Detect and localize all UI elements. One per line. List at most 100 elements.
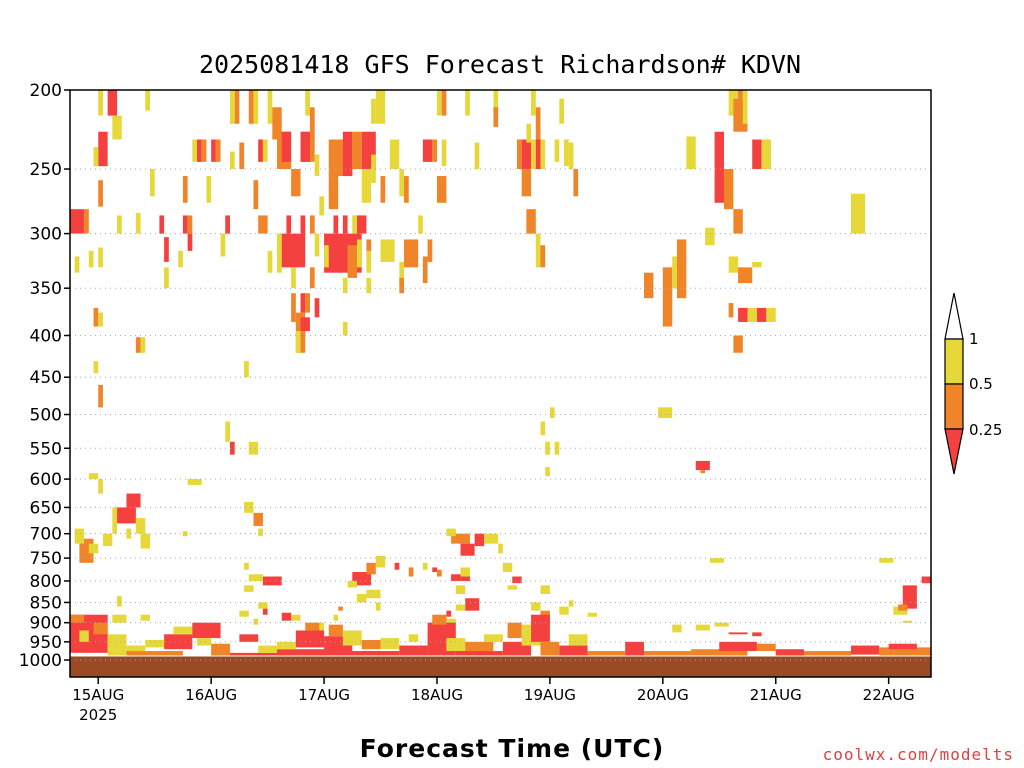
ri-cell bbox=[559, 606, 569, 615]
ri-cell bbox=[291, 293, 296, 322]
chart-title: 2025081418 GFS Forecast Richardson# KDVN bbox=[198, 50, 802, 79]
ri-cell bbox=[107, 90, 118, 116]
ri-cell bbox=[112, 614, 127, 623]
ri-cell bbox=[375, 555, 386, 568]
ri-cell bbox=[211, 139, 216, 162]
x-tick-label: 17AUG bbox=[298, 686, 350, 704]
ri-cell bbox=[507, 585, 517, 590]
ri-cell bbox=[352, 131, 362, 170]
ri-cell bbox=[309, 267, 315, 289]
ri-cell bbox=[305, 90, 310, 116]
ri-cell bbox=[803, 651, 852, 657]
ri-cell bbox=[474, 533, 485, 547]
plot-frame bbox=[69, 89, 932, 678]
x-axis: 15AUG 2025 16AUG 17AUG 18AUG 19AUG 20AUG 21AUG 2… bbox=[72, 677, 915, 724]
ri-cell bbox=[361, 639, 381, 650]
y-tick-label: 650 bbox=[30, 498, 62, 518]
ri-cell bbox=[446, 618, 456, 625]
ri-cell bbox=[408, 634, 419, 642]
ri-cell bbox=[545, 467, 550, 477]
ri-cell bbox=[752, 261, 762, 268]
ri-cell bbox=[366, 239, 372, 257]
ri-cell bbox=[164, 634, 193, 650]
ri-cell bbox=[333, 651, 400, 657]
ri-cell bbox=[281, 233, 306, 268]
ri-cell bbox=[512, 576, 522, 584]
ri-cell bbox=[526, 209, 536, 234]
ri-cell bbox=[921, 576, 931, 584]
ri-cell bbox=[112, 115, 122, 140]
y-tick-label: 700 bbox=[30, 525, 62, 545]
ri-cell bbox=[540, 421, 546, 436]
ri-cell bbox=[164, 267, 169, 289]
gridlines bbox=[70, 168, 931, 661]
ri-cell bbox=[98, 90, 103, 116]
ri-cell bbox=[747, 307, 757, 322]
ri-cell bbox=[126, 645, 146, 652]
legend-swatch-gt1 bbox=[944, 292, 964, 340]
ri-cell bbox=[644, 272, 654, 299]
ri-cell bbox=[422, 139, 433, 162]
ri-cell bbox=[366, 589, 381, 599]
x-axis-label: Forecast Time (UTC) bbox=[359, 734, 665, 763]
ri-cell bbox=[201, 139, 207, 162]
ri-cell bbox=[319, 196, 325, 216]
ri-cell bbox=[540, 139, 546, 170]
x-tick-label: 15AUG bbox=[72, 686, 124, 704]
ri-cell bbox=[277, 649, 334, 657]
ri-cell bbox=[587, 651, 626, 657]
ri-cell bbox=[498, 543, 503, 554]
ri-cell bbox=[333, 614, 339, 621]
ri-cell bbox=[644, 651, 692, 657]
ri-cell bbox=[723, 169, 734, 210]
ri-cell bbox=[295, 630, 325, 648]
ri-cell bbox=[733, 335, 743, 353]
ri-cell bbox=[277, 641, 296, 650]
ri-cell bbox=[709, 558, 724, 563]
ri-cell bbox=[74, 528, 85, 544]
ri-cell bbox=[559, 645, 588, 657]
ri-cell bbox=[554, 441, 560, 455]
ri-cell bbox=[394, 562, 400, 570]
ri-cell bbox=[540, 641, 560, 657]
ri-cell bbox=[258, 139, 263, 162]
x-tick-label: 20AUG bbox=[637, 686, 689, 704]
ri-cell bbox=[672, 256, 677, 289]
ri-cell bbox=[399, 277, 405, 294]
ri-cell bbox=[366, 250, 372, 273]
ri-cell bbox=[531, 90, 536, 116]
ri-cell bbox=[399, 169, 405, 197]
ri-cell bbox=[695, 460, 710, 471]
ri-cell bbox=[465, 641, 494, 652]
ri-cell bbox=[564, 139, 569, 167]
ri-cell bbox=[342, 277, 348, 294]
ri-cell bbox=[314, 154, 320, 177]
x-tick-label: 19AUG bbox=[524, 686, 576, 704]
ri-cell bbox=[389, 139, 400, 170]
ri-cell bbox=[465, 90, 470, 116]
ri-cell bbox=[253, 512, 263, 527]
ri-cell bbox=[531, 139, 536, 170]
ri-cell bbox=[342, 321, 348, 336]
ri-cell bbox=[187, 215, 193, 234]
ri-cell bbox=[879, 558, 894, 563]
x-tick-label: 16AUG bbox=[185, 686, 237, 704]
ri-cell bbox=[484, 634, 503, 642]
ri-cell bbox=[526, 123, 532, 143]
ri-cell bbox=[455, 651, 503, 657]
ri-cell bbox=[145, 639, 165, 648]
ri-cell bbox=[502, 562, 513, 573]
y-tick-label: 450 bbox=[30, 368, 62, 388]
x-tick-label: 18AUG bbox=[411, 686, 463, 704]
ri-cell bbox=[187, 233, 193, 251]
ri-cell bbox=[357, 239, 362, 268]
ground-fill bbox=[70, 656, 931, 677]
ri-cell bbox=[686, 136, 696, 170]
ri-cell bbox=[102, 533, 113, 547]
ri-cell bbox=[455, 585, 466, 595]
ri-cell bbox=[568, 142, 574, 170]
ri-cell bbox=[521, 139, 532, 170]
ri-cell bbox=[756, 307, 767, 322]
ri-cell bbox=[225, 421, 230, 442]
